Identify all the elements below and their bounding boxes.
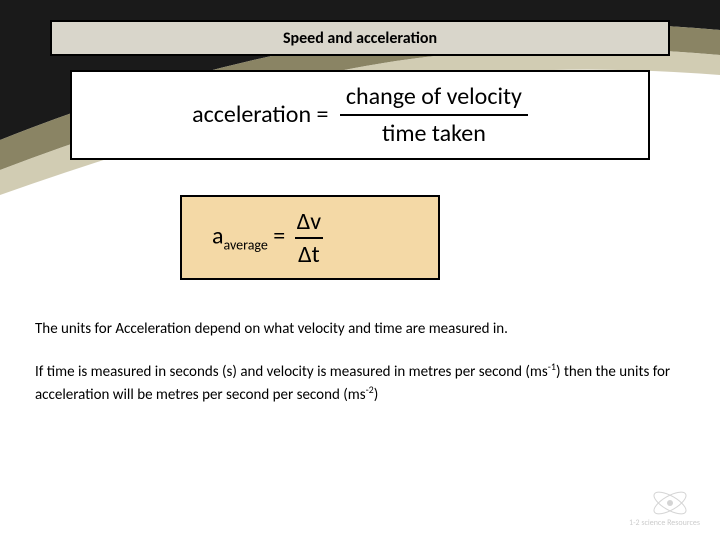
formula-lhs: acceleration = xyxy=(192,99,328,130)
title-bar: Speed and acceleration xyxy=(50,20,670,56)
var-a: a xyxy=(212,221,224,250)
formula-fraction: change of velocity time taken xyxy=(340,81,528,149)
word-formula: acceleration = change of velocity time t… xyxy=(192,81,528,149)
symbol-fraction: ΔvΔt xyxy=(295,207,323,269)
p2-part-c: ) xyxy=(374,386,379,404)
subscript: average xyxy=(224,236,268,253)
numerator: change of velocity xyxy=(340,81,528,116)
denominator: time taken xyxy=(340,116,528,149)
equals: = xyxy=(268,221,291,250)
p2-part-a: If time is measured in seconds (s) and v… xyxy=(35,363,548,381)
sup-1: -1 xyxy=(548,360,556,373)
paragraph-1: The units for Acceleration depend on wha… xyxy=(35,320,685,340)
logo-text: 1-2 science Resources xyxy=(629,518,700,528)
word-formula-box: acceleration = change of velocity time t… xyxy=(70,70,650,160)
slide-title: Speed and acceleration xyxy=(283,29,437,48)
sup-2: -2 xyxy=(366,383,374,396)
symbol-formula-box: aaverage = ΔvΔt xyxy=(180,195,440,280)
delta-t: Δt xyxy=(295,239,323,269)
paragraph-2: If time is measured in seconds (s) and v… xyxy=(35,360,685,405)
delta-v: Δv xyxy=(295,207,323,239)
footer-logo: 1-2 science Resources xyxy=(620,485,700,530)
symbol-formula: aaverage = ΔvΔt xyxy=(212,207,323,269)
